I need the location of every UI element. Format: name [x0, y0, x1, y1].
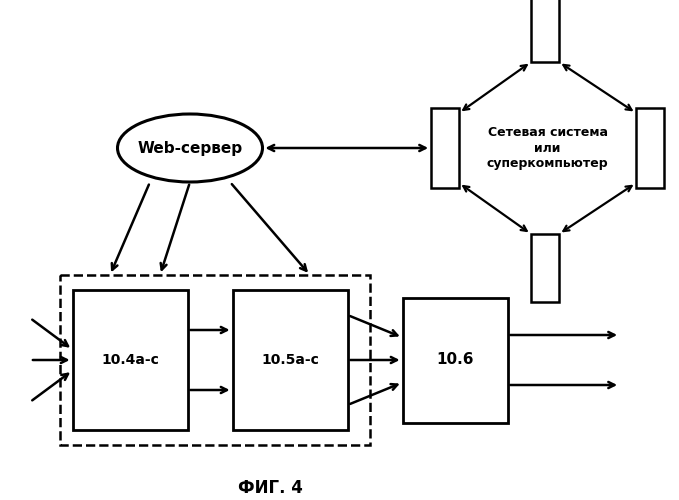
Bar: [531, 0, 559, 62]
Text: ФИГ. 4: ФИГ. 4: [238, 479, 302, 497]
Bar: [531, 234, 559, 302]
Bar: [431, 108, 459, 188]
Bar: [60, 275, 370, 445]
Text: Сетевая система
или
суперкомпьютер: Сетевая система или суперкомпьютер: [487, 126, 608, 170]
Text: 10.4а-с: 10.4а-с: [101, 353, 159, 367]
Ellipse shape: [117, 114, 263, 182]
Text: 10.6: 10.6: [436, 352, 474, 368]
Bar: [232, 290, 348, 430]
Bar: [73, 290, 187, 430]
Text: 10.5а-с: 10.5а-с: [261, 353, 319, 367]
Text: Web-сервер: Web-сервер: [137, 140, 242, 156]
Bar: [403, 298, 507, 422]
Bar: [636, 108, 664, 188]
